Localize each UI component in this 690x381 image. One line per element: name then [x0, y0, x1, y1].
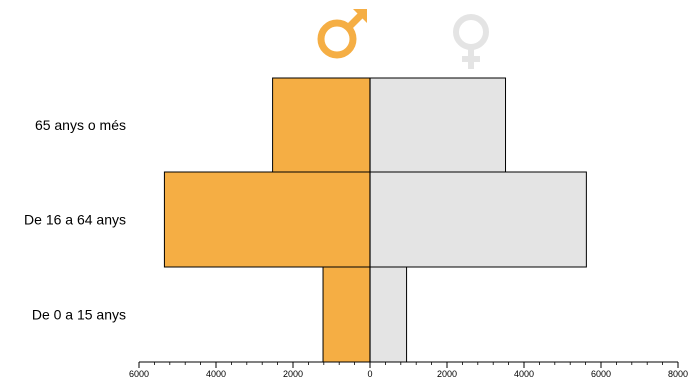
- male-bar-1: [163, 171, 371, 268]
- x-tick-label-6: 6000: [591, 369, 611, 379]
- category-label-2: De 0 a 15 anys: [32, 307, 126, 323]
- male-bar-2: [322, 266, 371, 363]
- female-bar-2: [369, 266, 408, 363]
- x-tick-label-7: 8000: [668, 369, 688, 379]
- x-tick-label-3: 0: [367, 369, 372, 379]
- female-bar-1: [369, 171, 587, 268]
- x-axis: 6000 4000 2000 0 2000 4000 6000 8000: [129, 361, 688, 379]
- category-labels: 65 anys o més De 16 a 64 anys De 0 a 15 an…: [24, 117, 126, 323]
- x-tick-label-4: 2000: [437, 369, 457, 379]
- x-tick-label-5: 4000: [514, 369, 534, 379]
- x-tick-label-1: 4000: [206, 369, 226, 379]
- female-bar-0: [369, 77, 507, 173]
- category-label-1: De 16 a 64 anys: [24, 212, 126, 228]
- male-bar-0: [272, 77, 371, 173]
- bars-layer: [163, 77, 587, 363]
- x-tick-label-2: 2000: [283, 369, 303, 379]
- category-label-0: 65 anys o més: [35, 117, 126, 133]
- female-symbol-icon: [453, 14, 489, 69]
- male-symbol-icon: [317, 9, 367, 59]
- x-tick-label-0: 6000: [129, 369, 149, 379]
